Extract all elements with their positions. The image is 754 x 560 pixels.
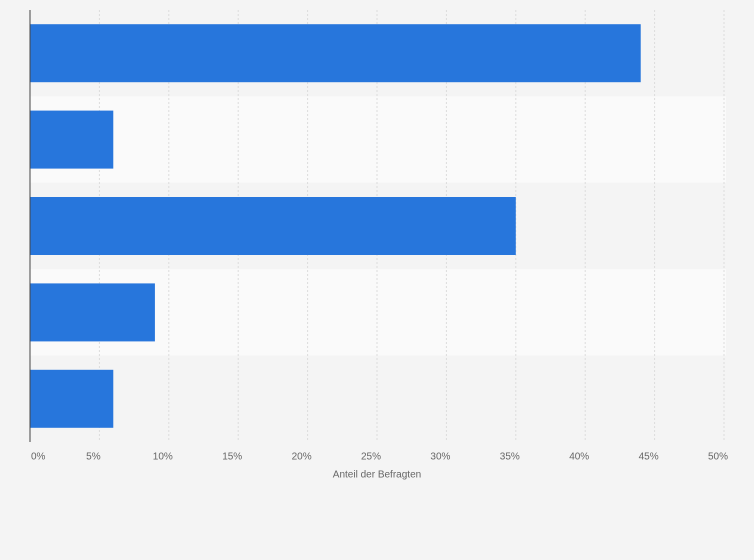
bar xyxy=(30,283,155,342)
x-tick-label: 10% xyxy=(153,452,173,463)
row-band xyxy=(30,355,726,442)
bar xyxy=(30,110,114,169)
x-tick-label: 40% xyxy=(569,452,589,463)
bar xyxy=(30,197,516,255)
x-tick-label: 30% xyxy=(430,452,450,463)
x-tick-label: 50% xyxy=(708,452,728,463)
x-tick-label: 45% xyxy=(639,452,659,463)
x-axis-label: Anteil der Befragten xyxy=(333,470,421,481)
x-tick-label: 0% xyxy=(31,452,46,463)
x-tick-label: 15% xyxy=(222,452,242,463)
x-tick-label: 20% xyxy=(292,452,312,463)
x-tick-label: 25% xyxy=(361,452,381,463)
x-tick-label: 35% xyxy=(500,452,520,463)
x-tick-label: 5% xyxy=(86,452,101,463)
bar xyxy=(30,369,114,428)
bar xyxy=(30,24,641,83)
row-band xyxy=(30,96,726,183)
